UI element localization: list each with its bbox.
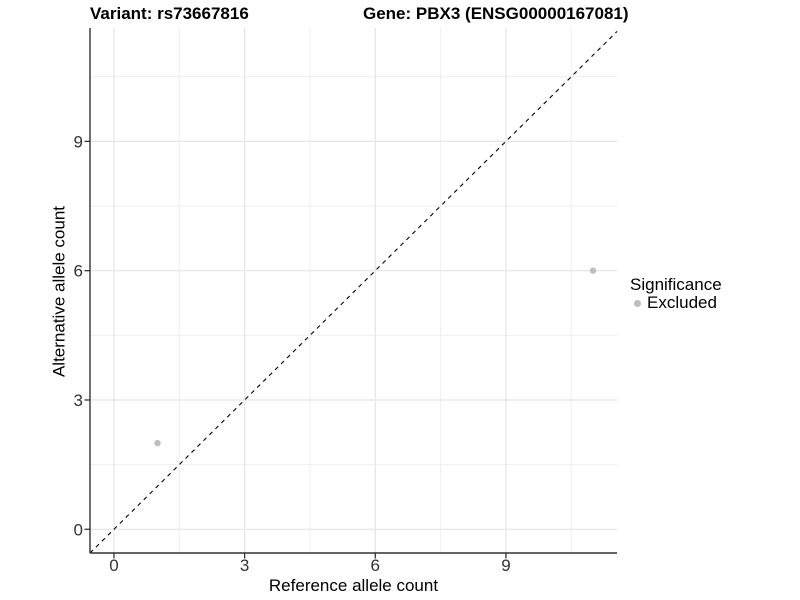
excluded-point-marker-icon: [634, 299, 641, 307]
x-tick-label: 0: [109, 556, 118, 575]
legend-entry-excluded: Excluded: [630, 293, 722, 312]
x-tick-label: 6: [371, 556, 380, 575]
y-tick-label: 6: [74, 262, 83, 281]
data-point: [154, 439, 161, 447]
x-axis-title: Reference allele count: [268, 576, 439, 595]
y-tick-label: 3: [74, 391, 83, 410]
y-tick-label: 9: [74, 132, 83, 151]
identity-dashed-line: [89, 31, 618, 554]
legend-title: Significance: [630, 275, 722, 294]
data-point: [589, 267, 597, 274]
y-tick-label: 0: [74, 520, 83, 539]
legend-entry-label: Excluded: [647, 293, 717, 312]
plot-title-variant: Variant: rs73667816: [90, 4, 249, 23]
plot-title-gene: Gene: PBX3 (ENSG00000167081): [363, 4, 629, 23]
y-axis-title: Alternative allele count: [49, 205, 69, 378]
x-tick-label: 3: [240, 556, 249, 575]
legend: Significance Excluded: [630, 275, 722, 313]
x-tick-label: 9: [501, 556, 510, 575]
